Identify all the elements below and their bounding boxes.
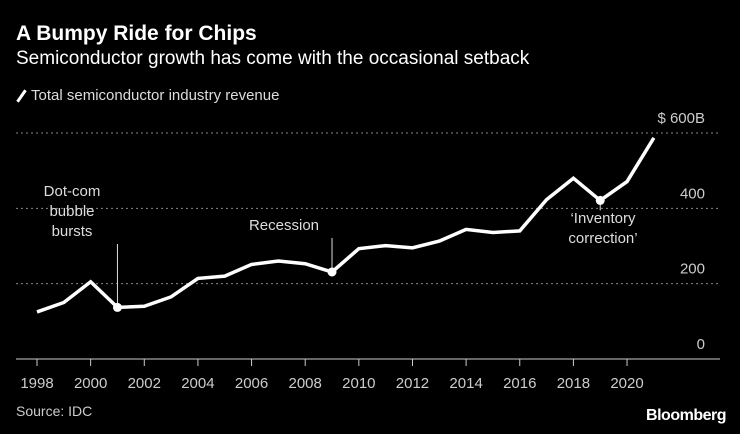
x-tick-label: 2000 [74, 375, 107, 392]
x-tick-label: 2002 [128, 375, 161, 392]
chart-subtitle: Semiconductor growth has come with the o… [16, 48, 530, 69]
annotation-label: ‘Inventory [570, 210, 636, 227]
legend-label: Total semiconductor industry revenue [31, 87, 280, 104]
annotation-marker [595, 195, 605, 205]
x-tick-label: 2012 [396, 375, 429, 392]
annotation-label: bubble [49, 203, 94, 220]
y-tick-label: $ 600B [657, 110, 705, 127]
x-tick-label: 2016 [503, 375, 536, 392]
x-tick-label: 2004 [181, 375, 214, 392]
chart-title: A Bumpy Ride for Chips [16, 22, 257, 45]
annotation-marker [327, 267, 337, 277]
source-note: Source: IDC [16, 403, 93, 419]
y-tick-label: 400 [680, 185, 705, 202]
x-tick-label: 2010 [342, 375, 375, 392]
x-tick-label: 2014 [449, 375, 482, 392]
annotation-label: Recession [249, 217, 319, 234]
x-tick-label: 2008 [289, 375, 322, 392]
x-tick-label: 2020 [610, 375, 643, 392]
x-tick-label: 1998 [20, 375, 53, 392]
legend: Total semiconductor industry revenue [16, 87, 279, 104]
annotation-marker [112, 302, 122, 312]
y-tick-label: 200 [680, 261, 705, 278]
bloomberg-logo: Bloomberg [646, 407, 726, 424]
x-tick-label: 2018 [557, 375, 590, 392]
y-tick-label: 0 [697, 336, 705, 353]
series-line [36, 136, 656, 314]
x-tick-label: 2006 [235, 375, 268, 392]
annotation-label: correction’ [568, 230, 637, 247]
annotation-label: Dot-com [44, 183, 101, 200]
annotation-label: bursts [52, 223, 93, 240]
